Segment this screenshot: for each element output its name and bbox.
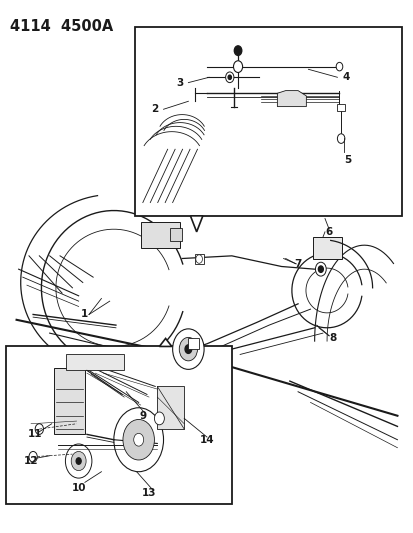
Bar — [169, 228, 182, 241]
Circle shape — [335, 62, 342, 71]
Bar — [134, 27, 401, 216]
Text: 10: 10 — [71, 483, 86, 492]
Text: 4: 4 — [341, 72, 349, 82]
Text: 6: 6 — [325, 227, 332, 237]
Circle shape — [133, 433, 143, 446]
Circle shape — [233, 61, 242, 72]
Bar — [337, 104, 344, 111]
Circle shape — [315, 262, 325, 276]
Polygon shape — [159, 338, 171, 346]
Circle shape — [318, 266, 323, 272]
Bar — [312, 237, 341, 259]
Circle shape — [195, 255, 202, 263]
Polygon shape — [277, 91, 306, 107]
Circle shape — [225, 72, 233, 83]
Circle shape — [234, 46, 241, 55]
Text: 8: 8 — [329, 334, 336, 343]
Text: 9: 9 — [139, 411, 146, 421]
Bar — [54, 368, 85, 434]
Bar — [140, 222, 180, 248]
Circle shape — [337, 134, 344, 143]
Text: 2: 2 — [151, 104, 159, 114]
Bar — [66, 354, 124, 370]
Circle shape — [172, 329, 204, 369]
Circle shape — [29, 451, 37, 462]
Bar — [6, 346, 231, 504]
Bar — [188, 338, 198, 349]
Text: 13: 13 — [141, 488, 156, 498]
Bar — [157, 386, 184, 429]
Text: 3: 3 — [176, 78, 183, 87]
Circle shape — [123, 419, 154, 460]
Circle shape — [154, 412, 164, 425]
Text: 5: 5 — [343, 155, 351, 165]
Bar — [194, 254, 203, 264]
Text: 1: 1 — [81, 310, 88, 319]
Circle shape — [228, 75, 231, 79]
Circle shape — [65, 444, 92, 478]
Circle shape — [179, 337, 197, 361]
Circle shape — [76, 458, 81, 464]
Text: 7: 7 — [294, 259, 301, 269]
Text: 4114  4500A: 4114 4500A — [10, 19, 113, 34]
Circle shape — [35, 424, 43, 434]
Circle shape — [71, 451, 86, 471]
Circle shape — [114, 408, 163, 472]
Polygon shape — [190, 216, 202, 232]
Text: 12: 12 — [24, 456, 38, 466]
Text: 11: 11 — [28, 430, 43, 439]
Circle shape — [185, 345, 191, 353]
Text: 14: 14 — [199, 435, 214, 445]
